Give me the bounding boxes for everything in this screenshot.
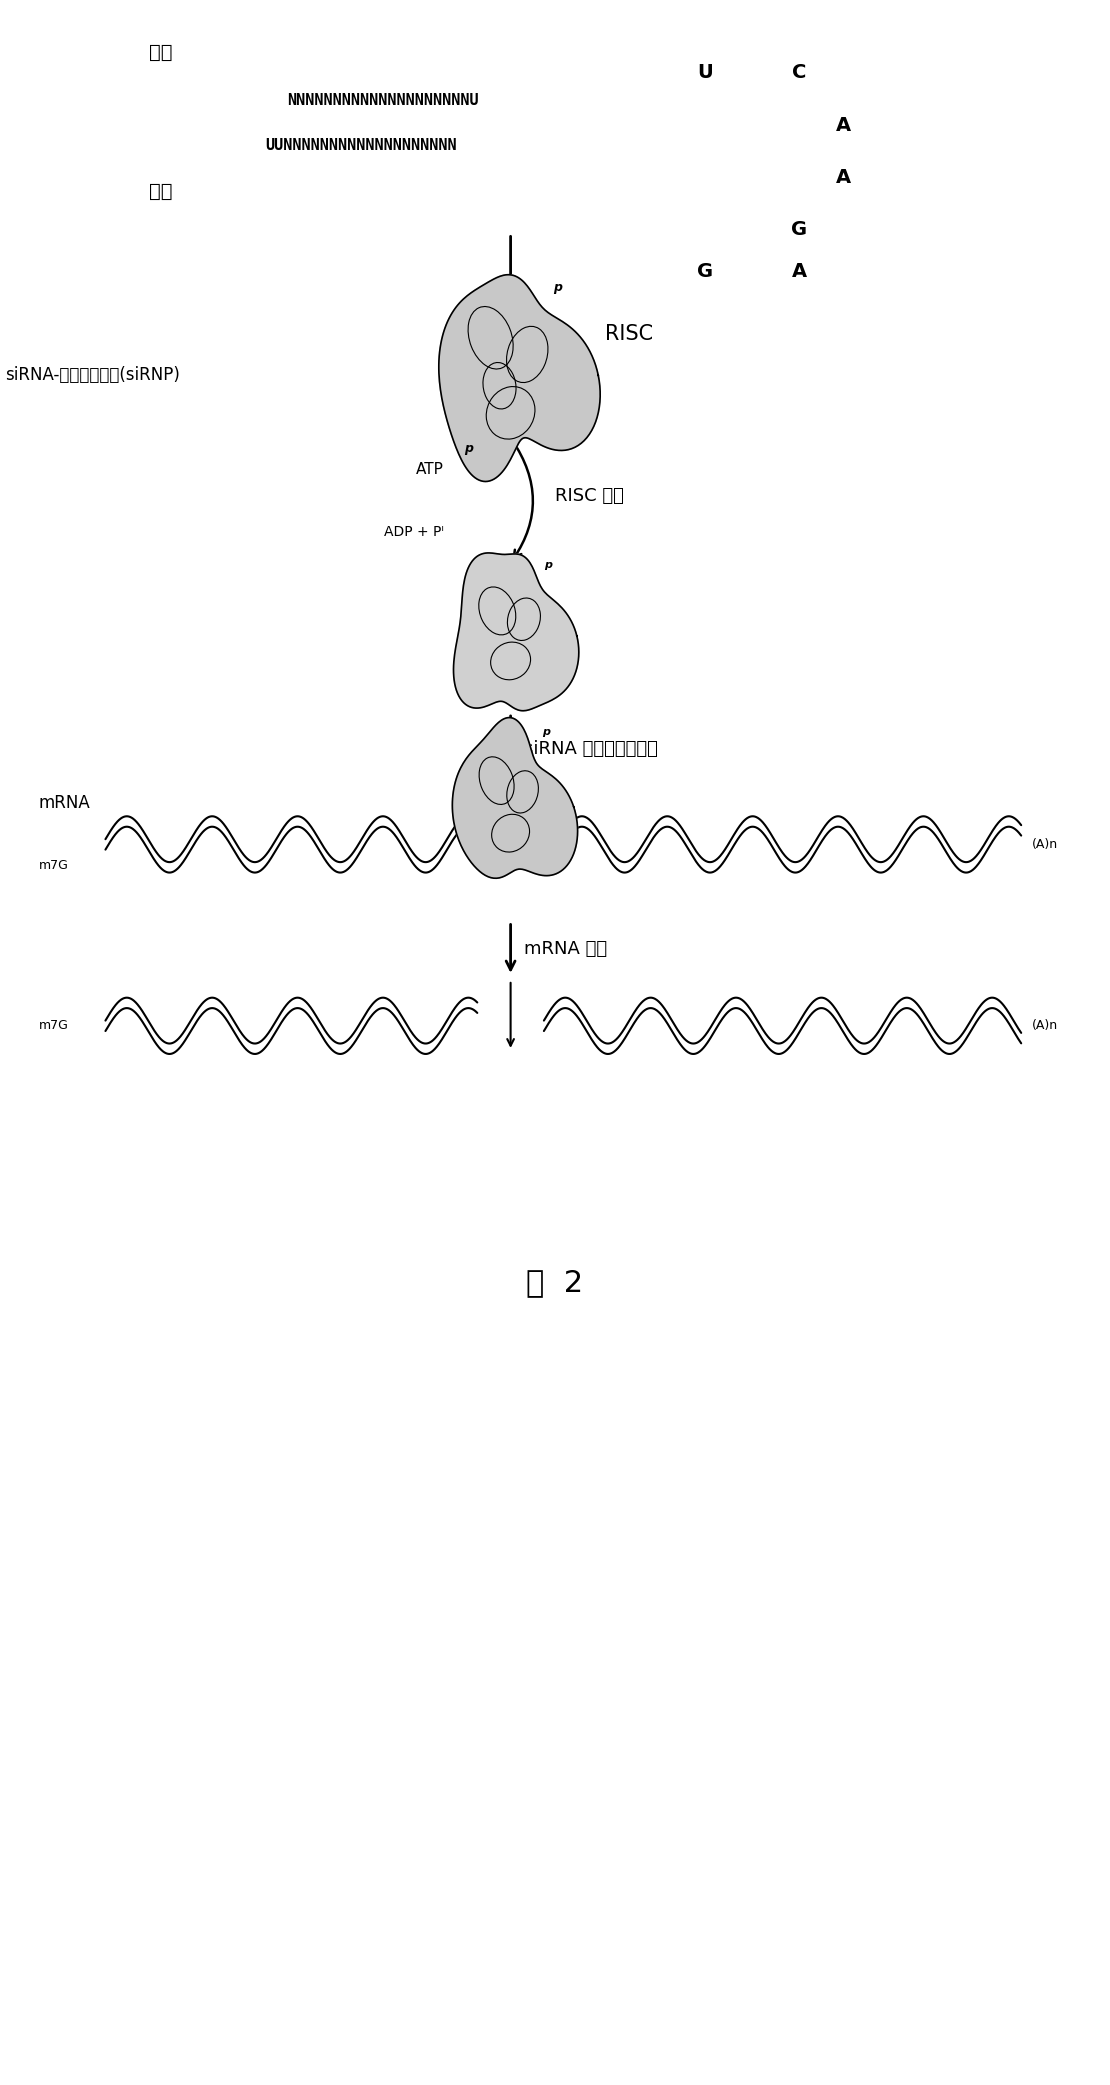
Text: m7G: m7G [39,859,69,872]
Text: (A)n: (A)n [1032,1020,1059,1032]
Polygon shape [438,275,601,482]
Text: 有义: 有义 [149,42,173,63]
Text: G: G [697,261,713,281]
Text: siRNA-蛋白质复合物(siRNP): siRNA-蛋白质复合物(siRNP) [6,367,181,384]
Text: 图  2: 图 2 [526,1268,584,1297]
Text: p: p [543,728,551,736]
Text: mRNA 切割: mRNA 切割 [524,940,607,957]
Text: p: p [464,442,473,455]
Text: G: G [791,219,807,240]
Text: mRNA: mRNA [39,794,91,811]
Text: ATP: ATP [416,461,444,477]
Text: 反义: 反义 [149,181,173,202]
Text: m7G: m7G [39,1020,69,1032]
Text: UUNNNNNNNNNNNNNNNNNNN: UUNNNNNNNNNNNNNNNNNNN [265,138,456,154]
Text: RISC: RISC [605,323,653,344]
Text: p: p [544,561,553,569]
Text: NNNNNNNNNNNNNNNNNNNNU: NNNNNNNNNNNNNNNNNNNNU [287,92,478,108]
Text: C: C [793,63,806,83]
Text: A: A [836,167,851,188]
Text: (A)n: (A)n [1032,838,1059,851]
Text: A: A [836,115,851,136]
Polygon shape [454,553,578,711]
Text: p: p [553,281,562,294]
Polygon shape [453,717,577,878]
Text: ADP + Pᴵ: ADP + Pᴵ [384,525,444,538]
Text: siRNA 介导的靶物识别: siRNA 介导的靶物识别 [524,740,658,757]
Text: RISC 活化: RISC 活化 [555,488,624,505]
Text: A: A [791,261,807,281]
Text: U: U [697,63,713,83]
